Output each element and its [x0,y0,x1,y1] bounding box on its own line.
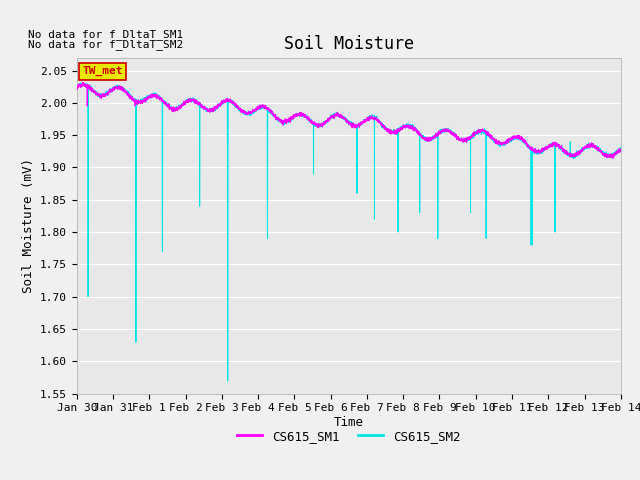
CS615_SM1 [471,132,479,137]
Line: CS615_SM1: CS615_SM1 [77,83,621,158]
CS615_SM1 [79,80,86,85]
CS615_SM1 [329,113,337,119]
Line: CS615_SM2: CS615_SM2 [77,83,621,381]
CS615_SM1 [171,106,179,112]
CS615_SM1 [441,127,449,132]
Title: Soil Moisture: Soil Moisture [284,35,414,53]
CS615_SM1 [73,85,81,91]
Y-axis label: Soil Moisture (mV): Soil Moisture (mV) [22,158,35,293]
Text: TW_met: TW_met [82,66,123,76]
CS615_SM2 [329,114,337,120]
CS615_SM1 [502,142,509,147]
Text: No data for f_DltaT_SM2: No data for f_DltaT_SM2 [28,39,183,50]
CS615_SM2 [616,145,624,151]
Text: No data for f_DltaT_SM1: No data for f_DltaT_SM1 [28,29,183,40]
CS615_SM2 [224,378,232,384]
CS615_SM2 [471,131,479,136]
CS615_SM1 [617,147,625,153]
CS615_SM2 [441,127,449,132]
CS615_SM2 [617,145,625,151]
CS615_SM1 [609,156,617,161]
CS615_SM2 [77,80,84,85]
CS615_SM1 [616,148,624,154]
X-axis label: Time: Time [334,416,364,429]
Legend: CS615_SM1, CS615_SM2: CS615_SM1, CS615_SM2 [232,425,466,448]
CS615_SM2 [171,107,179,113]
CS615_SM2 [502,141,509,146]
CS615_SM2 [73,86,81,92]
